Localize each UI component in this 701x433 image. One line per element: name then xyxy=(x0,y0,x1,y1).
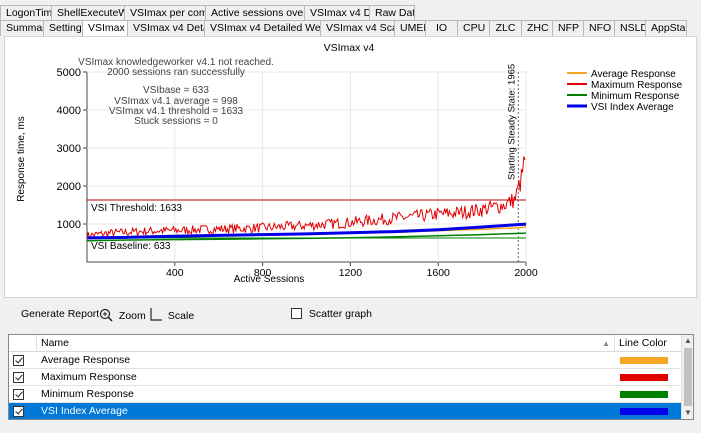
sort-arrow-icon: ▲ xyxy=(602,339,610,348)
x-tick-label: 800 xyxy=(254,267,272,279)
stat-stuck-sessions: Stuck sessions = 0 xyxy=(134,116,218,127)
tab-vsimax-v4-detailed-weighted[interactable]: VSImax v4 Detailed Weighted xyxy=(204,20,321,36)
row-name: VSI Index Average xyxy=(41,405,128,417)
tab-nsld[interactable]: NSLD xyxy=(614,20,646,36)
chart-panel: VSImax v4 400 800 1200 1600 2000 1000 2000 3000… xyxy=(4,36,697,298)
x-tick-label: 1600 xyxy=(427,267,451,279)
tab-shellexecutewait[interactable]: ShellExecuteWait xyxy=(51,5,125,21)
x-tick-label: 2000 xyxy=(514,267,538,279)
y-tick-label: 5000 xyxy=(57,67,81,79)
tab-vsimax-per-computer[interactable]: VSImax per computer xyxy=(124,5,206,21)
series-grid: Name ▲ Line Color Average Response Maximu… xyxy=(8,334,694,420)
tab-vsimax-v4-detailed[interactable]: VSImax v4 Detailed xyxy=(127,20,205,36)
grid-header: Name ▲ Line Color xyxy=(9,335,682,352)
x-axis-label: Active Sessions xyxy=(234,274,305,285)
x-tick-label: 400 xyxy=(166,267,184,279)
tab-zlc[interactable]: ZLC xyxy=(489,20,522,36)
row-color-swatch[interactable] xyxy=(620,391,668,398)
y-tick-label: 4000 xyxy=(57,105,81,117)
scroll-down-icon[interactable]: ▼ xyxy=(684,408,692,417)
tab-vsimax-v4-scatter[interactable]: VSImax v4 Scatter xyxy=(320,20,395,36)
legend-label: Minimum Response xyxy=(591,91,680,102)
tick-labels: 400 800 1200 1600 2000 1000 2000 3000 4000 5000 xyxy=(57,67,538,279)
tab-cpu[interactable]: CPU xyxy=(457,20,490,36)
tab-row-top: LogonTimer ShellExecuteWait VSImax per c… xyxy=(0,5,415,21)
tab-active-sessions-over-time[interactable]: Active sessions over time xyxy=(205,5,305,21)
stat-vsimax-threshold: VSImax v4.1 threshold = 1633 xyxy=(109,106,244,117)
scatter-graph-label: Scatter graph xyxy=(308,308,372,320)
tab-summary[interactable]: Summary xyxy=(0,20,44,36)
tab-io[interactable]: IO xyxy=(425,20,458,36)
tab-row-bottom: Summary Settings VSImax v4 VSImax v4 Det… xyxy=(0,20,687,36)
scale-icon xyxy=(150,308,162,321)
tab-zhc[interactable]: ZHC xyxy=(521,20,553,36)
table-row[interactable]: Maximum Response xyxy=(9,369,682,386)
tab-settings[interactable]: Settings xyxy=(43,20,83,36)
legend-label: VSI Index Average xyxy=(591,102,674,113)
grid-header-name[interactable]: Name ▲ xyxy=(37,335,615,352)
table-row[interactable]: Minimum Response xyxy=(9,386,682,403)
stat-vsimax-average: VSImax v4.1 average = 998 xyxy=(114,96,238,107)
table-row[interactable]: Average Response xyxy=(9,352,682,369)
y-axis-label: Response time, ms xyxy=(16,116,27,202)
chart-title: VSImax v4 xyxy=(324,42,375,54)
summary-line-1: VSImax knowledgeworker v4.1 not reached. xyxy=(78,57,274,68)
row-color-swatch[interactable] xyxy=(620,374,668,381)
scale-label: Scale xyxy=(167,310,195,322)
legend-label: Maximum Response xyxy=(591,80,683,91)
summary-line-2: 2000 sessions ran successfully xyxy=(107,67,245,78)
row-checkbox[interactable] xyxy=(13,355,24,366)
grid-header-name-label: Name xyxy=(41,337,70,349)
row-color-swatch[interactable] xyxy=(620,408,668,415)
y-tick-label: 2000 xyxy=(57,181,81,193)
baseline-label: VSI Baseline: 633 xyxy=(91,241,171,252)
scroll-up-icon[interactable]: ▲ xyxy=(684,336,692,345)
series-group xyxy=(86,156,527,242)
tab-vsimax-v4[interactable]: VSImax v4 xyxy=(82,20,128,36)
chart-controls: Generate Report Zoom Scale Scatter graph xyxy=(0,303,701,327)
scatter-graph-checkbox[interactable] xyxy=(291,308,302,319)
tab-appstart[interactable]: AppStart xyxy=(645,20,687,36)
row-checkbox[interactable] xyxy=(13,389,24,400)
y-tick-label: 1000 xyxy=(57,219,81,231)
x-tick-label: 1200 xyxy=(339,267,363,279)
tab-nfo[interactable]: NFO xyxy=(583,20,615,36)
row-color-swatch[interactable] xyxy=(620,357,668,364)
grid-header-check xyxy=(9,335,37,352)
scale-control[interactable]: Scale xyxy=(150,308,194,322)
row-name: Minimum Response xyxy=(41,388,134,400)
threshold-label: VSI Threshold: 1633 xyxy=(91,203,182,214)
scroll-thumb[interactable] xyxy=(684,348,692,406)
grid-header-line-color[interactable]: Line Color xyxy=(619,337,667,349)
response-time-chart: VSImax v4 400 800 1200 1600 2000 1000 2000 3000… xyxy=(16,42,683,285)
row-name: Maximum Response xyxy=(41,371,137,383)
y-tick-label: 3000 xyxy=(57,143,81,155)
tab-umem[interactable]: UMEM xyxy=(394,20,426,36)
scatter-graph-control[interactable]: Scatter graph xyxy=(291,308,372,320)
grid-scrollbar[interactable]: ▲ ▼ xyxy=(681,335,693,419)
row-checkbox[interactable] xyxy=(13,372,24,383)
tab-vsimax-v4-data[interactable]: VSImax v4 Data xyxy=(304,5,370,21)
legend-label: Average Response xyxy=(591,69,676,80)
tab-raw-data[interactable]: Raw Data xyxy=(369,5,415,21)
table-row[interactable]: VSI Index Average xyxy=(9,403,682,419)
series-line-minimum-response xyxy=(87,232,527,242)
zoom-control[interactable]: Zoom xyxy=(99,308,146,322)
series-line-maximum-response xyxy=(86,156,526,240)
generate-report-button[interactable]: Generate Report xyxy=(21,308,100,320)
series-line-vsi-index-average xyxy=(87,222,527,240)
row-name: Average Response xyxy=(41,354,131,366)
stat-vsibase: VSIbase = 633 xyxy=(143,85,209,96)
steady-state-label: Starting Steady State: 1965 xyxy=(506,64,517,180)
tab-nfp[interactable]: NFP xyxy=(552,20,584,36)
zoom-icon xyxy=(99,308,113,322)
tab-logontimer[interactable]: LogonTimer xyxy=(0,5,52,21)
row-checkbox[interactable] xyxy=(13,406,24,417)
zoom-label: Zoom xyxy=(118,310,146,322)
